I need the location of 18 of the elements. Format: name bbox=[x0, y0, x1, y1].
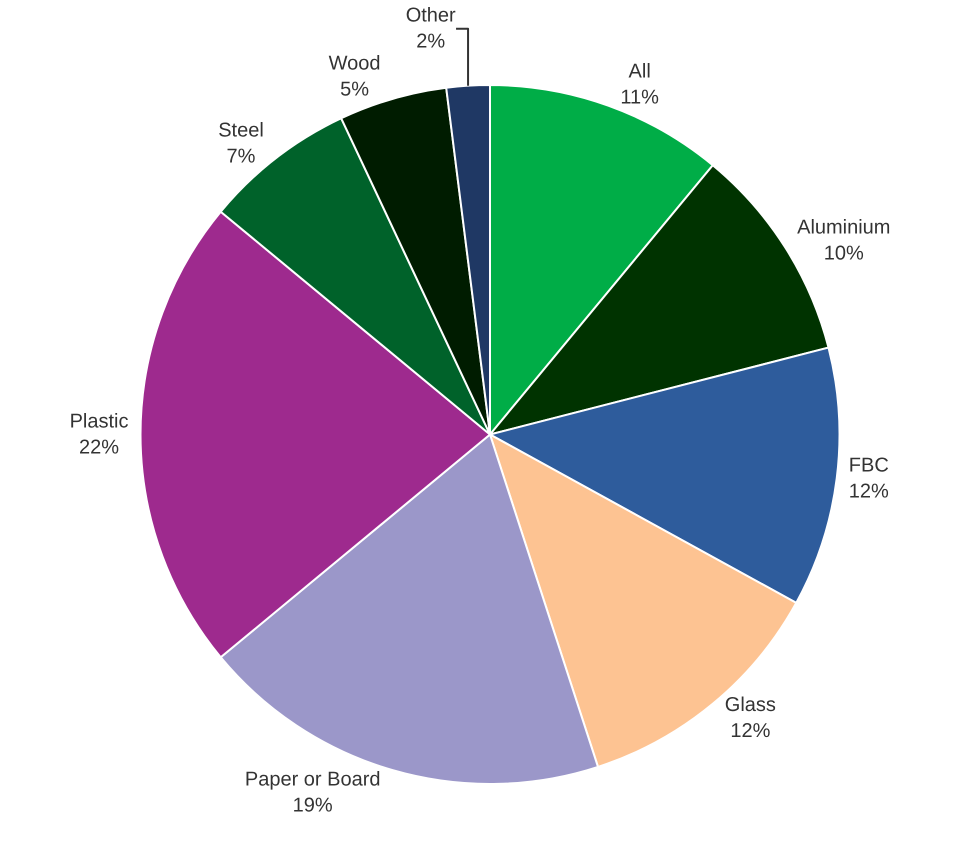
data-label: 22% bbox=[79, 436, 120, 458]
slice-label: Paper or Board bbox=[244, 768, 380, 790]
data-label: 2% bbox=[416, 30, 446, 53]
data-label: 10% bbox=[824, 242, 864, 264]
data-label: 12% bbox=[848, 480, 889, 503]
data-label: 19% bbox=[292, 794, 333, 816]
slice-label: FBC bbox=[848, 454, 889, 477]
slice-label: Glass bbox=[724, 694, 776, 716]
slice-label: Aluminium bbox=[797, 216, 890, 238]
slice-label: Wood bbox=[328, 52, 380, 75]
slice-label: Other bbox=[406, 4, 456, 27]
slice-label: All bbox=[628, 60, 651, 82]
data-label: 11% bbox=[620, 86, 660, 108]
data-label: 5% bbox=[340, 78, 370, 101]
data-label: 12% bbox=[730, 720, 771, 742]
slice-label: Plastic bbox=[70, 410, 128, 432]
data-label: 7% bbox=[226, 145, 256, 168]
slice-label: Steel bbox=[218, 119, 264, 142]
